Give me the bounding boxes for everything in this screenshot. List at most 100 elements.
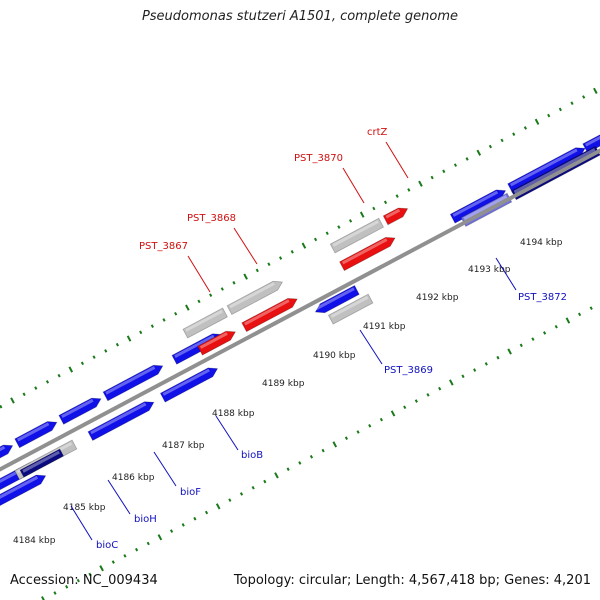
kbp-label: 4190 kbp	[313, 351, 356, 361]
outer-tick	[298, 461, 302, 465]
inner-tick	[0, 404, 3, 409]
outer-tick	[519, 343, 523, 348]
gene-label-leader	[385, 141, 409, 179]
gene-block	[87, 401, 155, 442]
outer-tick	[577, 312, 582, 317]
gene-label-pst-3870: PST_3870	[294, 153, 343, 164]
inner-tick	[68, 366, 74, 373]
outer-tick	[403, 405, 407, 410]
inner-tick	[348, 219, 353, 223]
gene-block	[58, 397, 102, 425]
inner-tick	[395, 194, 399, 198]
gene-block-shine	[332, 220, 379, 247]
inner-tick	[488, 144, 493, 149]
gene-block-shine	[463, 195, 508, 221]
gene-block-shine	[385, 208, 401, 219]
gene-block	[327, 293, 374, 325]
inner-tick	[383, 200, 388, 205]
outer-tick	[344, 436, 349, 441]
gene-block-shine	[199, 332, 228, 349]
outer-tick	[263, 479, 267, 484]
gene-block-shine	[510, 148, 578, 187]
outer-tick	[251, 485, 255, 490]
gene-label-pst-3869: PST_3869	[384, 365, 433, 376]
outer-tick	[215, 503, 221, 510]
kbp-label: 4187 kbp	[162, 441, 205, 451]
outer-tick	[565, 317, 571, 324]
gene-block-shine	[341, 238, 388, 265]
gene-label-leader	[233, 227, 258, 265]
gene-label-leader	[215, 415, 239, 451]
inner-tick	[442, 169, 446, 174]
gene-block-shine	[162, 368, 210, 396]
gene-block	[102, 364, 164, 402]
gene-block	[241, 297, 298, 333]
outer-tick	[507, 348, 512, 355]
outer-tick	[554, 324, 558, 329]
inner-tick	[534, 118, 540, 125]
gene-block-shine	[330, 296, 369, 318]
outer-tick	[88, 572, 92, 577]
gene-block-shine	[229, 282, 275, 309]
outer-tick	[53, 591, 57, 595]
kbp-label: 4193 kbp	[468, 265, 511, 275]
inner-tick	[593, 87, 598, 94]
kbp-label: 4188 kbp	[212, 409, 255, 419]
gene-labels: PST_3867 PST_3868 PST_3870 crtZ PST_3872 PST_…	[96, 127, 567, 551]
gene-block	[0, 444, 14, 459]
inner-tick	[465, 157, 469, 161]
outer-tick	[169, 529, 174, 533]
outer-tick	[76, 578, 80, 583]
gene-label-crtz: crtZ	[367, 127, 388, 138]
inner-tick	[547, 113, 551, 118]
inner-tick	[313, 237, 318, 242]
gene-block	[339, 236, 396, 272]
inner-tick	[582, 95, 586, 99]
backbone-line	[0, 148, 600, 472]
map-title: Pseudomonas stutzeri A1501, complete gen…	[141, 9, 459, 24]
inner-tick	[290, 250, 294, 254]
backbone-track	[0, 148, 600, 472]
inner-tick	[10, 397, 15, 404]
inner-tick	[34, 386, 38, 390]
inner-tick	[267, 262, 271, 267]
outer-tick	[332, 441, 338, 448]
gene-block	[14, 421, 58, 449]
inner-tick	[104, 349, 108, 353]
gene-label-leader	[359, 329, 383, 365]
outer-tick	[321, 448, 325, 453]
inner-tick	[92, 355, 96, 359]
gene-label-leader	[153, 451, 177, 487]
kbp-label: 4184 kbp	[13, 536, 56, 546]
outer-tick	[414, 399, 418, 403]
gene-label-pst-3867: PST_3867	[139, 241, 188, 252]
gene-block-shine	[315, 287, 355, 311]
gene-block	[159, 367, 219, 403]
accession-text: Accession: NC_009434	[10, 573, 158, 588]
outer-tick	[146, 541, 150, 546]
inner-tick	[453, 163, 458, 167]
outer-tick	[239, 492, 244, 496]
inner-tick	[337, 225, 341, 229]
feature-tracks	[0, 134, 600, 507]
gene-block-shine	[61, 398, 94, 418]
inner-tick	[301, 242, 307, 249]
gene-block-shine	[244, 299, 290, 326]
outer-tick	[274, 472, 279, 479]
gene-block	[314, 284, 360, 314]
gene-block	[197, 330, 237, 356]
kbp-label: 4192 kbp	[416, 293, 459, 303]
inner-tick	[126, 335, 132, 342]
gene-label-biof: bioF	[180, 487, 201, 498]
gene-block	[19, 448, 65, 478]
gene-block	[329, 217, 385, 254]
gene-label-biob: bioB	[241, 450, 263, 461]
gene-label-leader	[495, 257, 517, 291]
gene-block-shine	[185, 309, 223, 332]
gene-block-shine	[0, 475, 39, 499]
gene-label-bioc: bioC	[96, 540, 118, 551]
outer-tick	[181, 523, 185, 527]
kbp-label: 4189 kbp	[262, 379, 305, 389]
gene-block-shine	[513, 148, 596, 194]
inner-tick	[243, 273, 248, 280]
